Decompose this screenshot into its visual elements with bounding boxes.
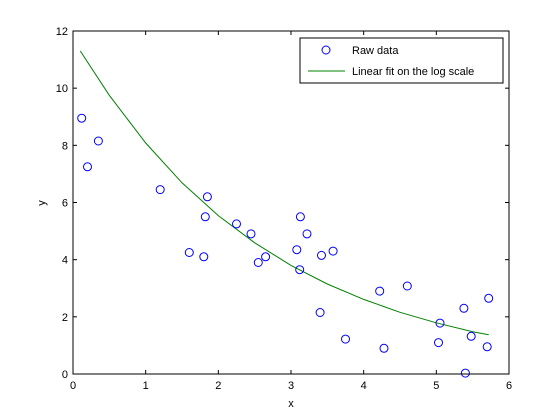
data-point-10 (246, 229, 256, 239)
data-point-3 (93, 136, 103, 146)
data-point-16 (302, 229, 312, 239)
data-point-4 (155, 185, 165, 195)
x-tick-label: 4 (361, 380, 367, 392)
data-point-27 (460, 368, 470, 378)
y-tick-label: 2 (62, 312, 68, 324)
data-point-26 (459, 303, 469, 313)
y-tick-label: 12 (56, 26, 68, 38)
y-tick-label: 10 (56, 83, 68, 95)
y-tick-label: 6 (62, 198, 68, 210)
y-ticks: 0 2 4 6 8 10 12 (56, 26, 509, 381)
x-ticks: 0 1 2 3 4 5 6 (70, 31, 512, 392)
x-tick-label: 1 (143, 380, 149, 392)
data-point-30 (484, 293, 494, 303)
data-point-17 (315, 308, 325, 317)
data-point-12 (261, 252, 271, 262)
data-point-18 (317, 250, 326, 260)
y-tick-label: 8 (62, 140, 68, 152)
x-tick-label: 5 (433, 380, 439, 392)
x-tick-label: 6 (506, 380, 512, 392)
legend-marker-raw-data (321, 45, 331, 55)
data-point-22 (379, 343, 389, 353)
data-point-2 (83, 162, 92, 172)
data-point-24 (434, 338, 443, 348)
data-point-21 (375, 286, 385, 296)
x-tick-label: 2 (215, 380, 221, 392)
data-point-15 (295, 212, 305, 222)
data-point-29 (482, 342, 492, 352)
legend-label-fit: Linear fit on the log scale (352, 66, 474, 78)
data-point-6 (199, 252, 209, 262)
data-point-28 (466, 331, 476, 341)
plot-area (73, 31, 509, 374)
data-point-8 (202, 192, 212, 202)
data-point-25 (435, 318, 445, 328)
legend-label-raw-data: Raw data (352, 45, 399, 57)
x-axis-label: x (288, 398, 294, 410)
data-point-14 (295, 265, 305, 275)
legend-box (299, 37, 504, 84)
x-tick-label: 0 (70, 380, 76, 392)
data-point-11 (253, 258, 263, 267)
data-points-layer (77, 113, 494, 378)
data-point-9 (232, 219, 241, 229)
data-point-13 (292, 245, 302, 255)
y-tick-label: 0 (62, 369, 68, 381)
y-axis-label: y (36, 200, 48, 206)
data-point-19 (328, 246, 338, 256)
x-tick-label: 3 (288, 380, 294, 392)
data-point-20 (341, 334, 350, 344)
y-tick-label: 4 (62, 255, 68, 267)
data-point-7 (200, 212, 210, 222)
data-point-1 (77, 113, 87, 123)
legend: Raw data Linear fit on the log scale (299, 37, 504, 84)
data-point-23 (402, 281, 412, 291)
data-point-5 (184, 248, 194, 257)
